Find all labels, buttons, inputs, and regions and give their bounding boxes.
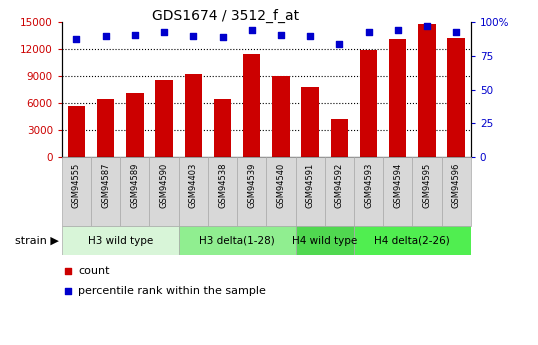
FancyBboxPatch shape [179,157,208,226]
Text: GSM94589: GSM94589 [130,162,139,208]
Text: GSM94595: GSM94595 [422,162,431,208]
Text: GSM94593: GSM94593 [364,162,373,208]
Bar [126,93,144,157]
Text: GSM94403: GSM94403 [189,162,198,208]
Point [423,24,431,29]
Text: H4 wild type: H4 wild type [292,236,357,246]
FancyBboxPatch shape [354,157,383,226]
Text: GSM94596: GSM94596 [451,162,461,208]
Bar [448,38,465,157]
FancyBboxPatch shape [412,157,442,226]
Point [101,33,110,39]
Bar [389,39,407,157]
Point [72,36,81,41]
Point [63,288,72,294]
Text: GSM94594: GSM94594 [393,162,402,208]
Bar [418,24,436,157]
FancyBboxPatch shape [237,157,266,226]
FancyBboxPatch shape [208,157,237,226]
FancyBboxPatch shape [62,157,91,226]
FancyBboxPatch shape [266,157,295,226]
Point [218,34,227,40]
Bar [301,87,319,157]
Text: count: count [78,266,110,276]
Bar [360,50,377,157]
FancyBboxPatch shape [442,157,471,226]
Bar [272,76,289,157]
Text: GSM94538: GSM94538 [218,162,227,208]
Point [393,28,402,33]
Bar [214,99,231,157]
Point [63,268,72,274]
Bar [68,106,85,157]
Point [306,33,314,39]
Text: H3 wild type: H3 wild type [88,236,153,246]
Point [364,29,373,34]
Text: GDS1674 / 3512_f_at: GDS1674 / 3512_f_at [152,9,300,23]
Text: H3 delta(1-28): H3 delta(1-28) [199,236,275,246]
Bar [155,80,173,157]
Text: strain ▶: strain ▶ [15,236,59,246]
FancyBboxPatch shape [383,157,412,226]
Point [247,28,256,33]
Point [277,32,285,37]
Bar [185,73,202,157]
Point [335,41,344,47]
Text: H4 delta(2-26): H4 delta(2-26) [374,236,450,246]
Bar [97,99,115,157]
FancyBboxPatch shape [91,157,121,226]
Text: percentile rank within the sample: percentile rank within the sample [78,286,266,296]
Text: GSM94587: GSM94587 [101,162,110,208]
Text: GSM94540: GSM94540 [277,162,286,208]
Point [189,33,197,39]
Text: GSM94555: GSM94555 [72,162,81,208]
FancyBboxPatch shape [62,226,179,255]
Text: GSM94539: GSM94539 [247,162,256,208]
FancyBboxPatch shape [179,226,295,255]
FancyBboxPatch shape [121,157,150,226]
Point [452,29,461,34]
Point [131,32,139,37]
Bar [330,119,348,157]
Text: GSM94590: GSM94590 [160,162,168,208]
Point [160,29,168,34]
FancyBboxPatch shape [150,157,179,226]
FancyBboxPatch shape [295,157,325,226]
FancyBboxPatch shape [325,157,354,226]
Text: GSM94592: GSM94592 [335,162,344,208]
FancyBboxPatch shape [295,226,354,255]
Bar [243,54,260,157]
FancyBboxPatch shape [354,226,471,255]
Text: GSM94591: GSM94591 [306,162,315,208]
